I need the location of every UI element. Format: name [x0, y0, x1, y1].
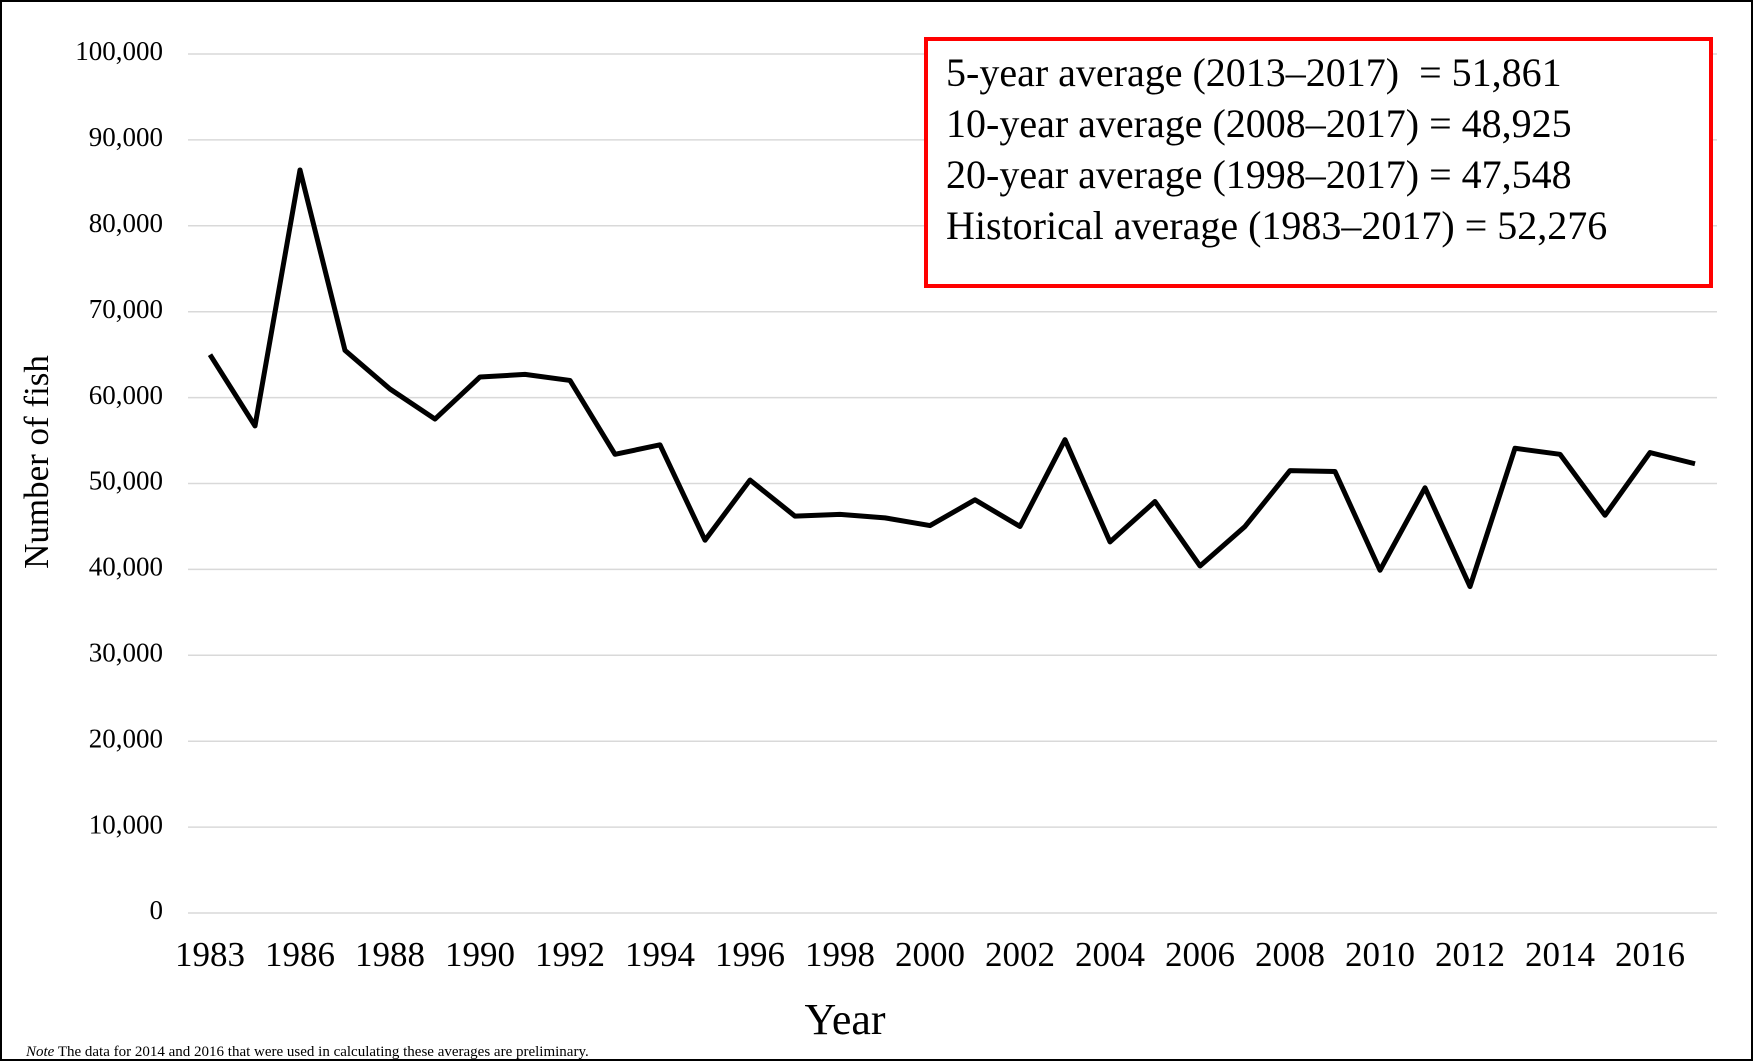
x-tick-label: 1990 — [445, 935, 515, 974]
x-tick-label: 2008 — [1255, 935, 1325, 974]
note-label: Note — [25, 1044, 55, 1060]
y-axis-label: Number of fish — [17, 355, 56, 569]
x-tick-label: 2004 — [1075, 935, 1145, 974]
note: Note The data for 2014 and 2016 that wer… — [25, 1044, 589, 1060]
x-tick-label: 2016 — [1615, 935, 1685, 974]
y-tick-label: 60,000 — [89, 380, 163, 410]
annotation: 5-year average (2013–2017) = 51,861 — [946, 50, 1562, 95]
annotation: 20-year average (1998–2017) = 47,548 — [946, 152, 1572, 197]
x-tick-label: 2014 — [1525, 935, 1595, 974]
annotation: Historical average (1983–2017) = 52,276 — [946, 203, 1607, 248]
x-tick-label: 1988 — [355, 935, 425, 974]
data-line — [207, 167, 1696, 590]
x-tick-label: 2006 — [1165, 935, 1235, 974]
x-tick-label: 1998 — [805, 935, 875, 974]
annotation: 10-year average (2008–2017) = 48,925 — [946, 101, 1572, 146]
x-axis-label: Year — [804, 995, 885, 1044]
y-tick-label: 70,000 — [89, 294, 163, 324]
y-tick-label: 0 — [150, 895, 164, 925]
x-tick-label: 1996 — [715, 935, 785, 974]
annotation-box — [924, 37, 1713, 288]
y-tick-label: 20,000 — [89, 723, 163, 753]
y-tick-label: 80,000 — [89, 208, 163, 238]
y-tick-label: 50,000 — [89, 466, 163, 496]
y-tick-label: 40,000 — [89, 552, 163, 582]
x-tick-label: 1986 — [265, 935, 335, 974]
note-text: The data for 2014 and 2016 that were use… — [58, 1044, 589, 1060]
x-tick-label: 2000 — [895, 935, 965, 974]
x-tick-label: 2012 — [1435, 935, 1505, 974]
y-tick-label: 100,000 — [75, 36, 163, 66]
x-tick-label: 1994 — [625, 935, 695, 974]
y-tick-label: 30,000 — [89, 638, 163, 668]
x-tick-label: 2002 — [985, 935, 1055, 974]
y-tick-label: 10,000 — [89, 809, 163, 839]
x-tick-label: 1992 — [535, 935, 605, 974]
x-tick-label: 2010 — [1345, 935, 1415, 974]
x-tick-label: 1983 — [175, 935, 245, 974]
y-tick-label: 90,000 — [89, 122, 163, 152]
